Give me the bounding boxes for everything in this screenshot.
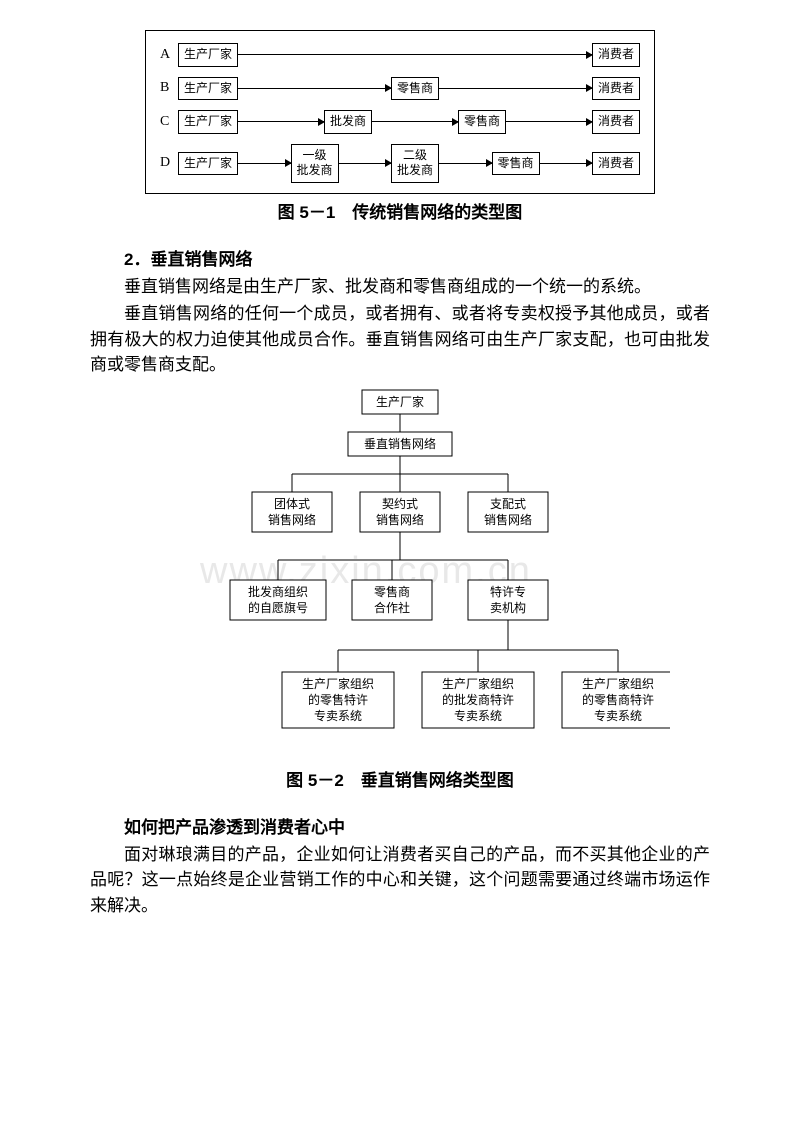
node-box: 生产厂家 bbox=[178, 43, 238, 67]
node-box: 生产厂家 bbox=[178, 152, 238, 176]
arrow-icon bbox=[439, 163, 491, 164]
node-box: 消费者 bbox=[592, 152, 640, 176]
diagram1-row-c: C 生产厂家 批发商 零售商 消费者 bbox=[160, 110, 640, 134]
tree-node-l2: 销售网络 bbox=[484, 512, 532, 527]
tree-node-l1: 生产厂家组织 bbox=[582, 676, 654, 691]
tree-node-l2: 销售网络 bbox=[376, 512, 424, 527]
node-box: 生产厂家 bbox=[178, 77, 238, 101]
tree-node-l3: 专卖系统 bbox=[594, 708, 642, 723]
diagram1-row-a: A 生产厂家 消费者 bbox=[160, 43, 640, 67]
tree-node-l3: 专卖系统 bbox=[314, 708, 362, 723]
node-box: 生产厂家 bbox=[178, 110, 238, 134]
node-box: 批发商 bbox=[324, 110, 372, 134]
row-label: B bbox=[160, 80, 174, 96]
tree-node-l2: 的自愿旗号 bbox=[248, 600, 308, 615]
section1-title: 2．垂直销售网络 bbox=[90, 245, 710, 270]
tree-node-l1: 特许专 bbox=[490, 584, 526, 599]
tree-node-l2: 的零售特许 bbox=[308, 692, 368, 707]
node-box: 消费者 bbox=[592, 43, 640, 67]
tree-node-l1: 支配式 bbox=[490, 497, 526, 511]
section1-para1: 垂直销售网络是由生产厂家、批发商和零售商组成的一个统一的系统。 bbox=[90, 274, 710, 300]
tree-node-l1: 生产厂家组织 bbox=[442, 676, 514, 691]
arrow-icon bbox=[372, 121, 458, 122]
section1-para2: 垂直销售网络的任何一个成员，或者拥有、或者将专卖权授予其他成员，或者拥有极大的权… bbox=[90, 301, 710, 378]
node-box: 零售商 bbox=[391, 77, 439, 101]
arrow-icon bbox=[540, 163, 592, 164]
tree-node-l2: 的零售商特许 bbox=[582, 692, 654, 707]
diagram1-row-b: B 生产厂家 零售商 消费者 bbox=[160, 77, 640, 101]
tree-node-l1: 批发商组织 bbox=[248, 584, 308, 599]
row-label: C bbox=[160, 114, 174, 130]
arrow-icon bbox=[238, 163, 290, 164]
tree-node: 垂直销售网络 bbox=[364, 436, 436, 451]
tree-node-l1: 团体式 bbox=[274, 497, 310, 511]
arrow-icon bbox=[339, 163, 391, 164]
row-label: A bbox=[160, 47, 174, 63]
node-box: 二级 批发商 bbox=[391, 144, 439, 183]
node-box: 消费者 bbox=[592, 110, 640, 134]
node-box: 消费者 bbox=[592, 77, 640, 101]
tree-node-l2: 的批发商特许 bbox=[442, 692, 514, 707]
diagram1-row-d: D 生产厂家 一级 批发商 二级 批发商 零售商 消费者 bbox=[160, 144, 640, 183]
section2-para1: 面对琳琅满目的产品，企业如何让消费者买自己的产品，而不买其他企业的产品呢？这一点… bbox=[90, 842, 710, 919]
tree-node-l1: 零售商 bbox=[374, 584, 410, 599]
diagram-2-tree: .tb { fill:#fff; stroke:#000; stroke-wid… bbox=[130, 384, 670, 764]
diagram1-caption: 图 5－1 传统销售网络的类型图 bbox=[90, 198, 710, 223]
node-box: 零售商 bbox=[492, 152, 540, 176]
row-label: D bbox=[160, 155, 174, 171]
diagram-1-container: A 生产厂家 消费者 B 生产厂家 零售商 消费者 C 生产厂家 批发商 零售商… bbox=[145, 30, 655, 194]
tree-node-l1: 契约式 bbox=[382, 496, 418, 511]
arrow-icon bbox=[439, 88, 592, 89]
tree-node-l2: 卖机构 bbox=[490, 600, 526, 615]
arrow-icon bbox=[238, 88, 391, 89]
tree-node-l2: 销售网络 bbox=[268, 512, 316, 527]
tree-node-l3: 专卖系统 bbox=[454, 708, 502, 723]
tree-node-l2: 合作社 bbox=[374, 600, 410, 615]
tree-node: 生产厂家 bbox=[376, 394, 424, 409]
tree-node-l1: 生产厂家组织 bbox=[302, 676, 374, 691]
arrow-icon bbox=[238, 121, 324, 122]
arrow-icon bbox=[238, 54, 592, 55]
node-box: 一级 批发商 bbox=[291, 144, 339, 183]
diagram2-caption: 图 5－2 垂直销售网络类型图 bbox=[90, 766, 710, 791]
arrow-icon bbox=[506, 121, 592, 122]
node-box: 零售商 bbox=[458, 110, 506, 134]
section2-title: 如何把产品渗透到消费者心中 bbox=[90, 813, 710, 838]
